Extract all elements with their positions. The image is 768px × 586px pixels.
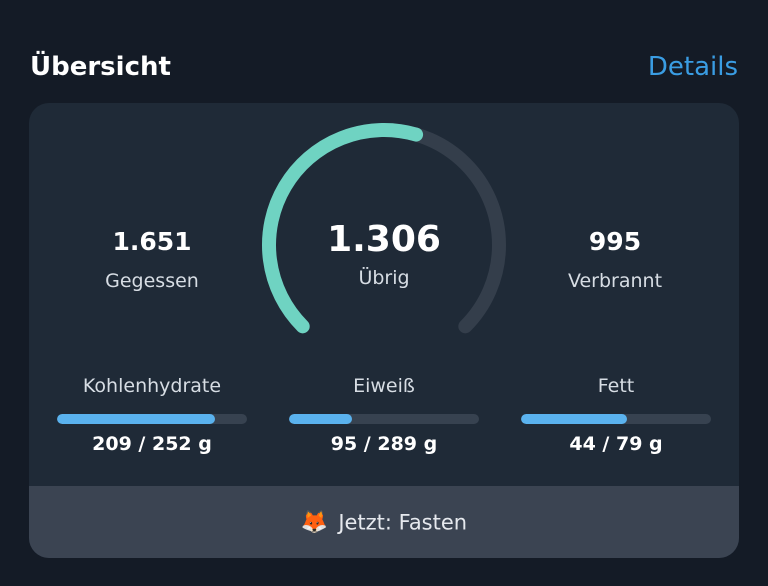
calorie-gauge: 1.306 Übrig bbox=[254, 123, 514, 353]
overview-header: Übersicht Details bbox=[30, 52, 738, 92]
macro-value: 209 / 252 g bbox=[92, 433, 212, 455]
macro-name: Kohlenhydrate bbox=[82, 375, 222, 397]
macro-value: 44 / 79 g bbox=[569, 433, 663, 455]
progress-bar bbox=[289, 414, 479, 424]
macro-name: Fett bbox=[597, 375, 635, 397]
gauge-progress bbox=[262, 123, 424, 334]
details-link[interactable]: Details bbox=[647, 52, 738, 82]
progress-bar-fill bbox=[57, 414, 215, 424]
remaining-value: 1.306 bbox=[327, 219, 441, 260]
fox-icon: 🦊 bbox=[300, 509, 329, 535]
macro-protein: Eiweiß 95 / 289 g bbox=[289, 375, 479, 455]
progress-bar-fill bbox=[521, 414, 628, 424]
eaten-label: Gegessen bbox=[105, 270, 199, 292]
progress-bar bbox=[521, 414, 711, 424]
macro-fat: Fett 44 / 79 g bbox=[521, 375, 711, 455]
macro-value: 95 / 289 g bbox=[330, 433, 438, 455]
remaining-label: Übrig bbox=[358, 267, 410, 289]
progress-bar bbox=[57, 414, 247, 424]
eaten-stat: 1.651 Gegessen bbox=[52, 227, 252, 292]
fasting-status-text: Jetzt: Fasten bbox=[338, 510, 468, 535]
fasting-status-banner[interactable]: 🦊 Jetzt: Fasten bbox=[29, 486, 739, 558]
eaten-value: 1.651 bbox=[112, 227, 192, 256]
gauge-ring bbox=[262, 123, 506, 334]
overview-card: 1.651 Gegessen 1.306 Übrig 995 Verbrannt… bbox=[29, 103, 739, 558]
section-title: Übersicht bbox=[30, 52, 171, 82]
burned-stat: 995 Verbrannt bbox=[515, 227, 715, 292]
macro-carbs: Kohlenhydrate 209 / 252 g bbox=[57, 375, 247, 455]
progress-bar-fill bbox=[289, 414, 352, 424]
burned-value: 995 bbox=[588, 227, 642, 256]
burned-label: Verbrannt bbox=[567, 270, 663, 292]
macro-name: Eiweiß bbox=[353, 375, 415, 397]
